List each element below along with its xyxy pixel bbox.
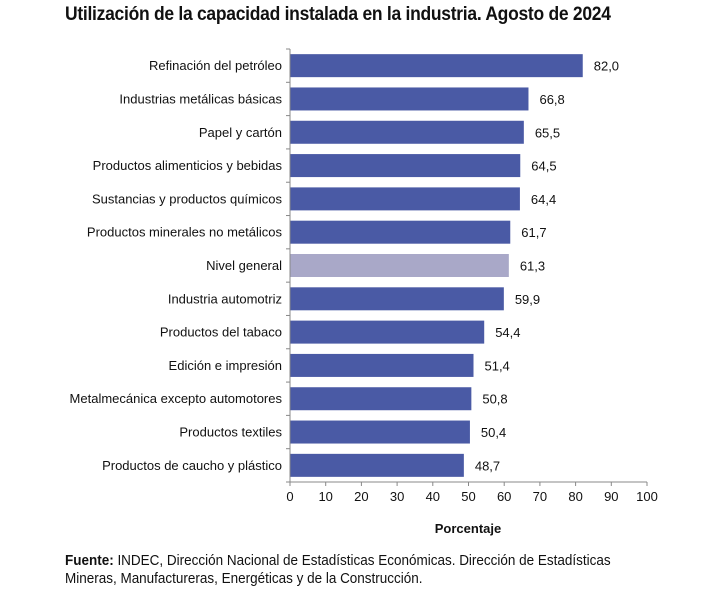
category-label: Edición e impresión bbox=[169, 358, 282, 373]
category-label: Sustancias y productos químicos bbox=[92, 191, 283, 206]
source-note: Fuente: INDEC, Dirección Nacional de Est… bbox=[65, 552, 660, 588]
data-label: 51,4 bbox=[484, 358, 509, 373]
bar bbox=[290, 220, 511, 244]
category-label: Productos minerales no metálicos bbox=[87, 225, 283, 240]
category-label: Papel y cartón bbox=[199, 125, 282, 140]
x-tick-label: 90 bbox=[604, 489, 618, 504]
bar bbox=[290, 453, 464, 477]
data-label: 48,7 bbox=[475, 458, 500, 473]
source-text: INDEC, Dirección Nacional de Estadística… bbox=[65, 553, 611, 587]
data-label: 64,5 bbox=[531, 159, 556, 174]
source-label: Fuente: bbox=[65, 553, 114, 569]
x-tick-label: 0 bbox=[286, 489, 293, 504]
bar bbox=[290, 54, 583, 78]
category-label: Industrias metálicas básicas bbox=[119, 91, 282, 106]
bar bbox=[290, 254, 509, 277]
x-tick-label: 30 bbox=[390, 489, 404, 504]
bar bbox=[290, 154, 521, 178]
x-tick-label: 50 bbox=[461, 489, 475, 504]
category-label: Productos alimenticios y bebidas bbox=[93, 158, 283, 173]
axes: 0 10 20 30 40 50 60 70 80 90 100 bbox=[286, 48, 658, 504]
x-tick-label: 70 bbox=[533, 489, 547, 504]
category-label: Nivel general bbox=[206, 258, 282, 273]
x-axis-label: Porcentaje bbox=[435, 521, 501, 536]
data-label: 54,4 bbox=[495, 325, 520, 340]
category-label: Metalmecánica excepto automotores bbox=[70, 391, 283, 406]
data-label: 64,4 bbox=[531, 192, 556, 207]
category-label: Productos del tabaco bbox=[160, 325, 282, 340]
data-label: 50,4 bbox=[481, 425, 506, 440]
chart-title: Utilización de la capacidad instalada en… bbox=[65, 4, 611, 25]
x-tick-label: 40 bbox=[426, 489, 440, 504]
bar bbox=[290, 353, 474, 377]
bar bbox=[290, 420, 470, 444]
data-label: 66,8 bbox=[539, 92, 564, 107]
data-label: 59,9 bbox=[515, 292, 540, 307]
x-tick-label: 100 bbox=[636, 489, 658, 504]
x-tick-label: 80 bbox=[568, 489, 582, 504]
data-label: 61,3 bbox=[520, 259, 545, 274]
bar bbox=[290, 320, 485, 344]
data-label: 61,7 bbox=[521, 225, 546, 240]
bars: Refinación del petróleo 82,0 Industrias me… bbox=[70, 54, 619, 477]
data-label: 82,0 bbox=[594, 59, 619, 74]
category-label: Refinación del petróleo bbox=[149, 58, 282, 73]
x-tick-label: 20 bbox=[354, 489, 368, 504]
x-tick-label: 10 bbox=[318, 489, 332, 504]
bar bbox=[290, 120, 524, 144]
category-label: Productos textiles bbox=[179, 425, 282, 440]
category-label: Productos de caucho y plástico bbox=[102, 458, 282, 473]
bar-chart: Refinación del petróleo 82,0 Industrias me… bbox=[70, 48, 658, 536]
bar bbox=[290, 187, 520, 211]
bar bbox=[290, 87, 529, 111]
data-label: 65,5 bbox=[535, 125, 560, 140]
data-label: 50,8 bbox=[482, 392, 507, 407]
category-label: Industria automotriz bbox=[168, 291, 282, 306]
bar bbox=[290, 287, 504, 311]
x-tick-label: 60 bbox=[497, 489, 511, 504]
bar bbox=[290, 387, 472, 411]
